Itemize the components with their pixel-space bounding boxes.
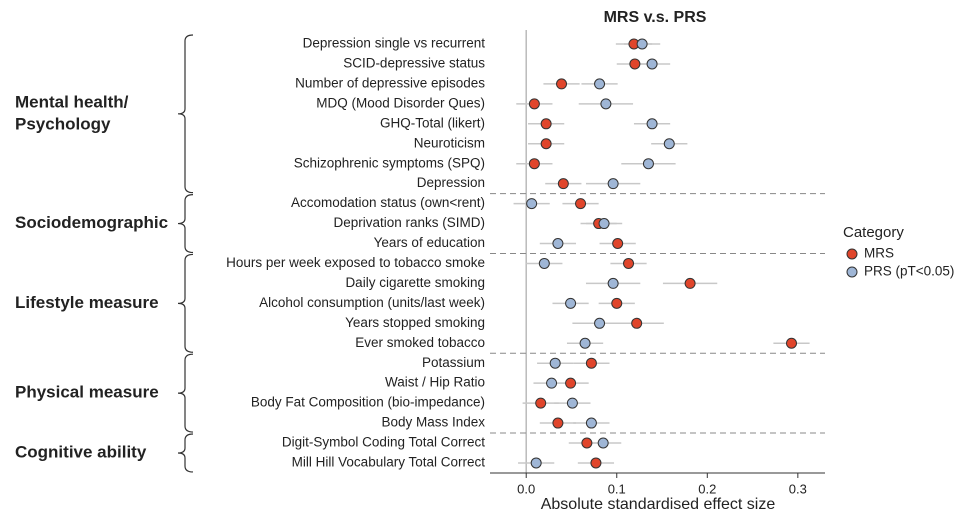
point (611, 297, 623, 309)
point (786, 337, 797, 349)
category-label: Number of depressive episodes (295, 75, 485, 90)
point (565, 377, 577, 389)
category-label: Depression (417, 175, 485, 190)
group-bracket (177, 253, 194, 353)
category-label: GHQ-Total (likert) (380, 115, 485, 130)
category-label: MDQ (Mood Disorder Ques) (316, 95, 485, 110)
category-label: Deprivation ranks (SIMD) (333, 215, 485, 230)
point (552, 238, 564, 249)
point (629, 58, 641, 70)
point (646, 58, 658, 70)
category-label: Neuroticism (414, 135, 485, 150)
point (594, 317, 606, 329)
point (646, 118, 658, 130)
category-label: Potassium (422, 355, 485, 370)
point (585, 417, 597, 429)
legend-title: Category (843, 224, 904, 241)
category-label: Years of education (374, 235, 485, 250)
point (684, 277, 696, 289)
x-tick-label: 0.0 (517, 481, 535, 496)
point (546, 377, 558, 389)
category-label: Body Fat Composition (bio-impedance) (251, 395, 485, 410)
group-bracket (177, 194, 194, 254)
point (530, 457, 542, 469)
legend-label: PRS (pT<0.05) (864, 264, 954, 279)
group-label: Mental health/ (15, 92, 129, 111)
point (642, 158, 654, 170)
category-label: Years stopped smoking (345, 315, 485, 330)
point (607, 178, 619, 190)
category-label: Accomodation status (own<rent) (291, 195, 485, 210)
point (663, 138, 675, 150)
point (594, 78, 606, 90)
category-label: Mill Hill Vocabulary Total Correct (292, 455, 486, 470)
point (600, 98, 612, 110)
category-label: SCID-depressive status (343, 56, 485, 71)
point (552, 417, 564, 429)
legend-label: MRS (864, 246, 894, 261)
group-label: Lifestyle measure (15, 293, 159, 312)
category-label: Hours per week exposed to tobacco smoke (226, 255, 485, 270)
category-label: Ever smoked tobacco (355, 335, 485, 350)
point (597, 437, 609, 449)
point (556, 78, 568, 90)
point (636, 38, 648, 50)
legend-marker (846, 266, 858, 278)
point (557, 178, 569, 190)
point (566, 397, 578, 409)
x-tick-label: 0.1 (608, 481, 626, 496)
point (526, 198, 538, 210)
x-axis-title: Absolute standardised effect size (541, 496, 776, 513)
x-tick-label: 0.3 (789, 481, 807, 496)
point (612, 238, 624, 249)
point (598, 218, 610, 230)
point (538, 257, 550, 269)
group-bracket (177, 353, 194, 433)
legend-marker (846, 248, 858, 260)
category-label: Digit-Symbol Coding Total Correct (282, 435, 485, 450)
point (623, 257, 635, 269)
group-label: Sociodemographic (15, 213, 168, 232)
point (585, 357, 597, 369)
point (528, 158, 540, 170)
group-bracket (177, 34, 194, 194)
point (540, 118, 552, 130)
group-label: Physical measure (15, 383, 159, 402)
point (565, 297, 577, 309)
point (579, 337, 591, 349)
category-label: Daily cigarette smoking (345, 275, 485, 290)
group-label: Cognitive ability (15, 442, 147, 461)
category-label: Waist / Hip Ratio (385, 375, 485, 390)
point (535, 397, 547, 409)
point (549, 357, 561, 369)
point (607, 277, 619, 289)
group-label: Psychology (15, 114, 111, 133)
chart-title: MRS v.s. PRS (604, 9, 707, 26)
category-label: Schizophrenic symptoms (SPQ) (294, 155, 485, 170)
point (528, 98, 540, 110)
point (540, 138, 552, 150)
point (575, 198, 587, 210)
category-label: Alcohol consumption (units/last week) (259, 295, 485, 310)
point (581, 437, 593, 449)
category-label: Depression single vs recurrent (303, 36, 486, 51)
group-bracket (177, 433, 194, 473)
x-tick-label: 0.2 (698, 481, 716, 496)
point (631, 317, 643, 329)
point (590, 457, 602, 469)
category-label: Body Mass Index (381, 415, 485, 430)
